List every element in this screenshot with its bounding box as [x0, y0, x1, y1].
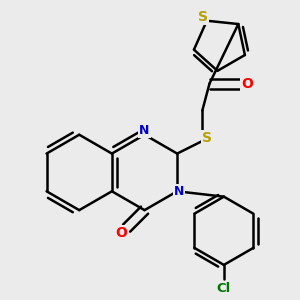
Text: O: O [241, 76, 253, 91]
Text: N: N [174, 185, 184, 198]
Text: O: O [115, 226, 127, 241]
Text: S: S [202, 131, 212, 145]
Text: S: S [198, 10, 208, 24]
Text: Cl: Cl [217, 282, 231, 295]
Text: N: N [140, 124, 150, 137]
